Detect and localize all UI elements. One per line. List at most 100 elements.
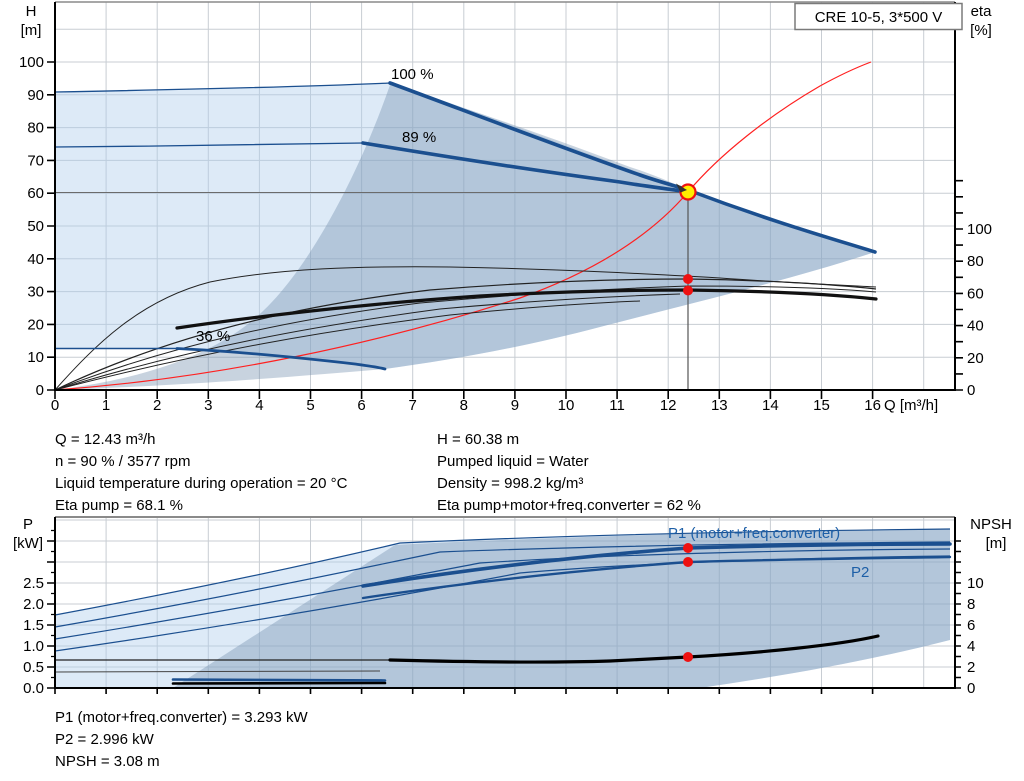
- info-line: H = 60.38 m: [437, 431, 519, 448]
- info-line: Q = 12.43 m³/h: [55, 431, 155, 448]
- npsh-axis-unit: [m]: [986, 535, 1007, 552]
- q-tick: 15: [813, 397, 830, 414]
- eta-pump-curve: [54, 278, 877, 391]
- q-tick: 8: [460, 397, 468, 414]
- speed-36-label: 36 %: [196, 328, 230, 345]
- p-axis-unit: [kW]: [13, 535, 43, 552]
- info-line: P1 (motor+freq.converter) = 3.293 kW: [55, 709, 308, 726]
- eta-tick: 60: [967, 285, 984, 302]
- pn-duty-region: [173, 529, 950, 688]
- h-tick: 100: [19, 54, 44, 71]
- q-tick: 13: [711, 397, 728, 414]
- eta-axis-title: eta: [971, 3, 993, 20]
- info-line: Eta pump+motor+freq.converter = 62 %: [437, 497, 701, 514]
- h-tick: 10: [27, 349, 44, 366]
- qh-envelope-region: [55, 83, 875, 369]
- q-tick: 3: [204, 397, 212, 414]
- qh-grid-vertical: [105, 2, 925, 390]
- eta-tick: 40: [967, 318, 984, 335]
- eta-tick: 20: [967, 350, 984, 367]
- info-line: Pumped liquid = Water: [437, 453, 589, 470]
- p-tick: 0.5: [23, 659, 44, 676]
- info-line: n = 90 % / 3577 rpm: [55, 453, 191, 470]
- p-axis-title: P: [23, 516, 33, 533]
- h-tick: 70: [27, 152, 44, 169]
- npsh-axis-ticks: [955, 540, 961, 689]
- q-tick: 2: [153, 397, 161, 414]
- duty-info-block: Q = 12.43 m³/h n = 90 % / 3577 rpm Liqui…: [55, 431, 701, 514]
- h-tick: 90: [27, 87, 44, 104]
- npsh-axis-title: NPSH: [970, 516, 1012, 533]
- p-tick: 1.0: [23, 638, 44, 655]
- eta-axis-unit: [%]: [970, 22, 992, 39]
- p2-dot: [683, 557, 693, 567]
- power-envelope-curve-1: [54, 528, 951, 616]
- eta-pump-dot: [683, 274, 693, 284]
- q-tick: 7: [409, 397, 417, 414]
- h-tick: 80: [27, 120, 44, 137]
- q-tick: 9: [511, 397, 519, 414]
- q-tick: 1: [102, 397, 110, 414]
- q-tick: 5: [306, 397, 314, 414]
- qh-chart: H [m] eta [%] Q [m³/h] 0 10 20 30 40 50 …: [19, 1, 993, 414]
- min-speed-power-black: [171, 681, 387, 685]
- info-line: Eta pump = 68.1 %: [55, 497, 183, 514]
- info-line: Liquid temperature during operation = 20…: [55, 475, 348, 492]
- info-line: P2 = 2.996 kW: [55, 731, 155, 748]
- h-tick: 0: [36, 382, 44, 399]
- cursor-arrow-icon: [676, 183, 687, 193]
- h-tick: 50: [27, 218, 44, 235]
- h-tick: 20: [27, 316, 44, 333]
- npsh-tick: 8: [967, 596, 975, 613]
- system-curve: [54, 61, 872, 391]
- npsh-dot: [683, 652, 693, 662]
- npsh-tick: 2: [967, 659, 975, 676]
- power-envelope-curve-2: [54, 541, 951, 628]
- qh-duty-region: [55, 85, 875, 390]
- q-tick: 0: [51, 397, 59, 414]
- speed-100-label: 100 %: [391, 66, 434, 83]
- npsh-tick: 10: [967, 575, 984, 592]
- h-tick: 40: [27, 251, 44, 268]
- eta-tick: 80: [967, 253, 984, 270]
- pn-q-ticks: [54, 688, 874, 694]
- speed-curve-100-leadin: [54, 82, 391, 93]
- speed-curve-36: [175, 347, 387, 371]
- npsh-curve: [388, 634, 880, 664]
- p-tick: 1.5: [23, 617, 44, 634]
- h-axis-ticks: [47, 61, 55, 391]
- speed-curve-89-leadin: [54, 142, 364, 148]
- npsh-tick: 0: [967, 680, 975, 697]
- p2-curve-label: P2: [851, 564, 869, 581]
- h-axis-unit: [m]: [21, 22, 42, 39]
- q-tick: 16: [864, 397, 881, 414]
- info-line: NPSH = 3.08 m: [55, 753, 160, 770]
- eta-tick: 0: [967, 382, 975, 399]
- pn-envelope-region: [55, 529, 950, 688]
- h-axis-title: H: [26, 3, 37, 20]
- aux-thin-line: [54, 670, 381, 673]
- eta-total-dot: [683, 285, 693, 296]
- p-tick: 0.0: [23, 680, 44, 697]
- pump-title-box: [794, 2, 963, 31]
- p-axis-ticks-minor: [51, 529, 55, 679]
- duty-point-marker[interactable]: [679, 183, 697, 201]
- q-tick: 11: [609, 397, 625, 414]
- p-tick: 2.0: [23, 596, 44, 613]
- p1-dot: [683, 543, 693, 553]
- q-tick: 6: [357, 397, 365, 414]
- npsh-tick: 6: [967, 617, 975, 634]
- pump-title: CRE 10-5, 3*500 V: [815, 9, 943, 26]
- h-tick: 60: [27, 185, 44, 202]
- eta-total-curve: [175, 288, 878, 330]
- q-tick: 4: [255, 397, 263, 414]
- min-speed-power-blue: [171, 678, 387, 682]
- p-axis-ticks-major: [47, 540, 55, 689]
- p-tick: 2.5: [23, 575, 44, 592]
- h-tick: 30: [27, 284, 44, 301]
- q-tick: 12: [660, 397, 677, 414]
- p1-curve-label: P1 (motor+freq.converter): [668, 525, 840, 542]
- speed-89-label: 89 %: [402, 129, 436, 146]
